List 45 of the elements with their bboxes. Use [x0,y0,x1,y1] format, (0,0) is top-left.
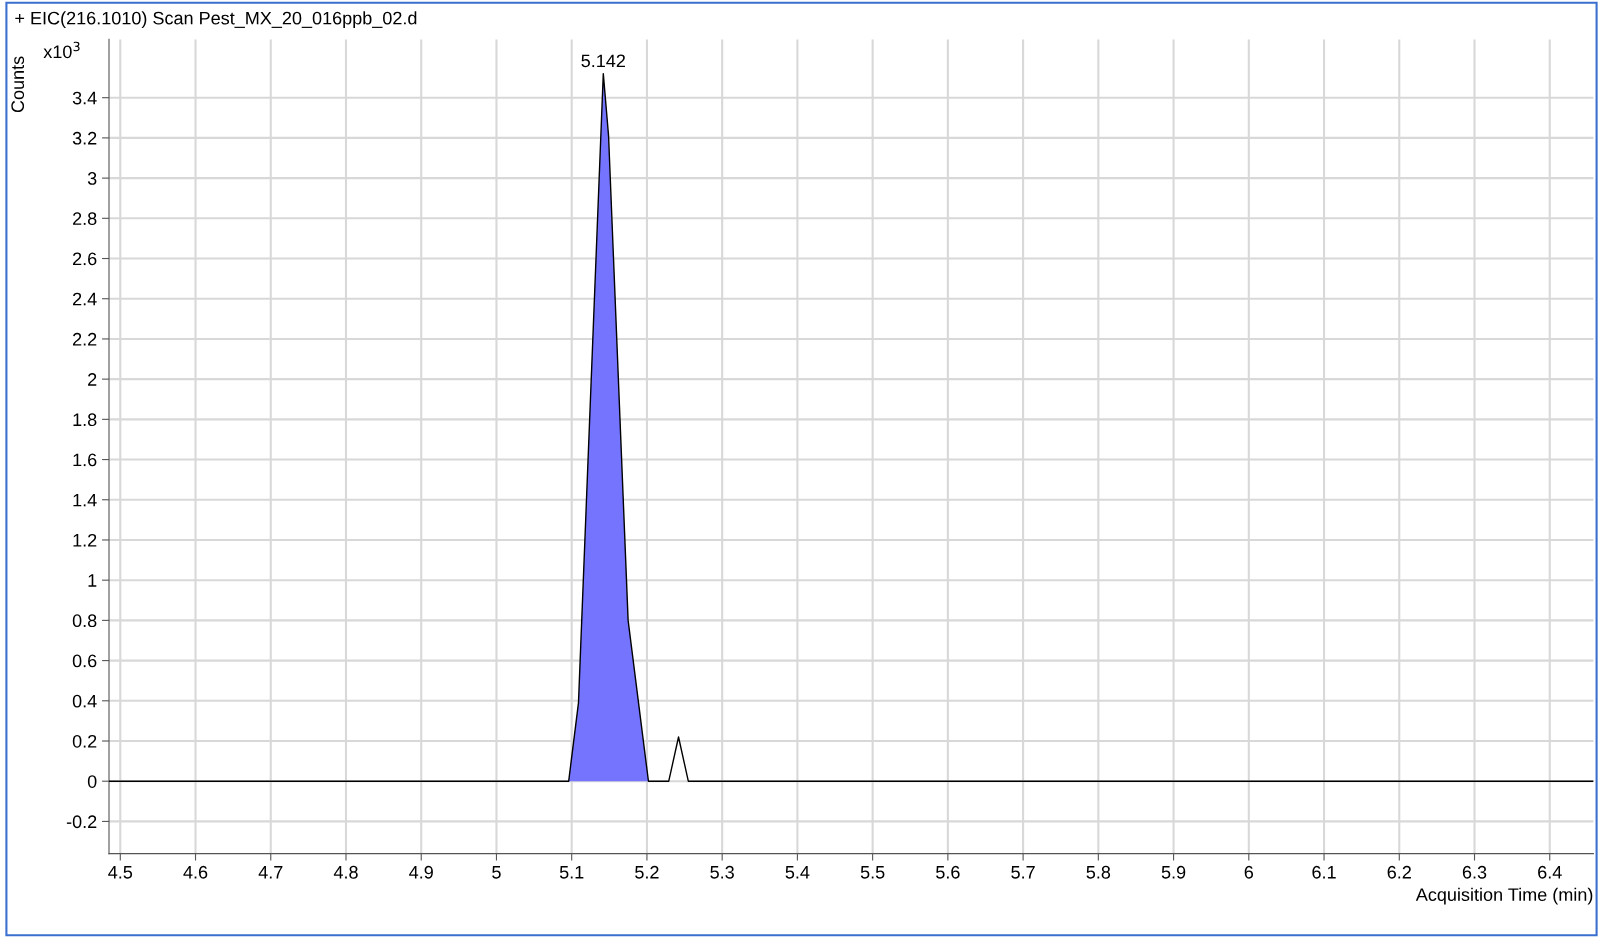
x-tick-label: 6.2 [1387,865,1411,879]
y-tick-label: 2 [88,373,97,386]
y-tick-label: 0.4 [72,694,97,708]
x-tick-label: 5.4 [785,866,810,879]
y-tick-label: 2.4 [73,292,97,306]
y-tick-label: 1.2 [73,533,97,547]
x-tick-label: 6.4 [1538,865,1562,879]
y-tick-label: 0 [87,775,97,788]
y-axis-title: Counts [11,56,25,113]
x-tick-label: 5.9 [1161,865,1186,879]
y-tick-label: 0.8 [72,614,97,628]
x-tick-label: 5.3 [710,865,734,879]
y-tick-label: 3.2 [72,131,97,145]
x-tick-label: 5.6 [936,865,960,879]
x-tick-label: 5.7 [1011,866,1035,879]
x-axis-title: Acquisition Time (min) [1415,887,1593,905]
y-tick-label: 3.4 [72,91,97,105]
y-tick-label: 0.6 [72,654,97,668]
y-tick-label: 3 [87,172,97,185]
annotation: 5.142 [581,54,625,68]
x-tick-label: 4.9 [409,865,433,879]
x-tick-label: 4.6 [183,865,208,879]
y-tick-label: 1 [88,574,97,587]
text: x10$^{3}$ [43,41,80,59]
y-tick-label: 2.6 [73,252,97,266]
x-tick-label: 4.8 [333,865,358,879]
x-tick-label: 4.7 [258,866,283,879]
x-tick-label: 5 [492,866,501,879]
line-series [109,72,1594,782]
y-tick-label: 1.8 [73,413,97,427]
x-tick-label: 6.1 [1312,865,1336,879]
x-tick-label: 5.8 [1086,865,1111,879]
chart-title: + EIC(216.1010) Scan Pest_MX_20_016ppb_02.d [15,11,417,29]
y-tick-label: -0.2 [66,815,97,829]
x-tick-label: 5.1 [559,866,584,879]
y-tick-label: 1.6 [73,453,97,467]
y-tick-label: 0.2 [72,734,97,748]
x-tick-label: 6 [1244,865,1254,879]
x-tick-label: 6.3 [1462,865,1487,879]
x-tick-label: 5.5 [860,866,885,879]
y-tick-label: 2.2 [73,332,97,346]
x-tick-label: 5.2 [635,865,659,879]
y-tick-label: 2.8 [73,212,97,226]
y-tick-label: 1.4 [73,493,97,507]
x-tick-label: 4.5 [108,866,133,879]
